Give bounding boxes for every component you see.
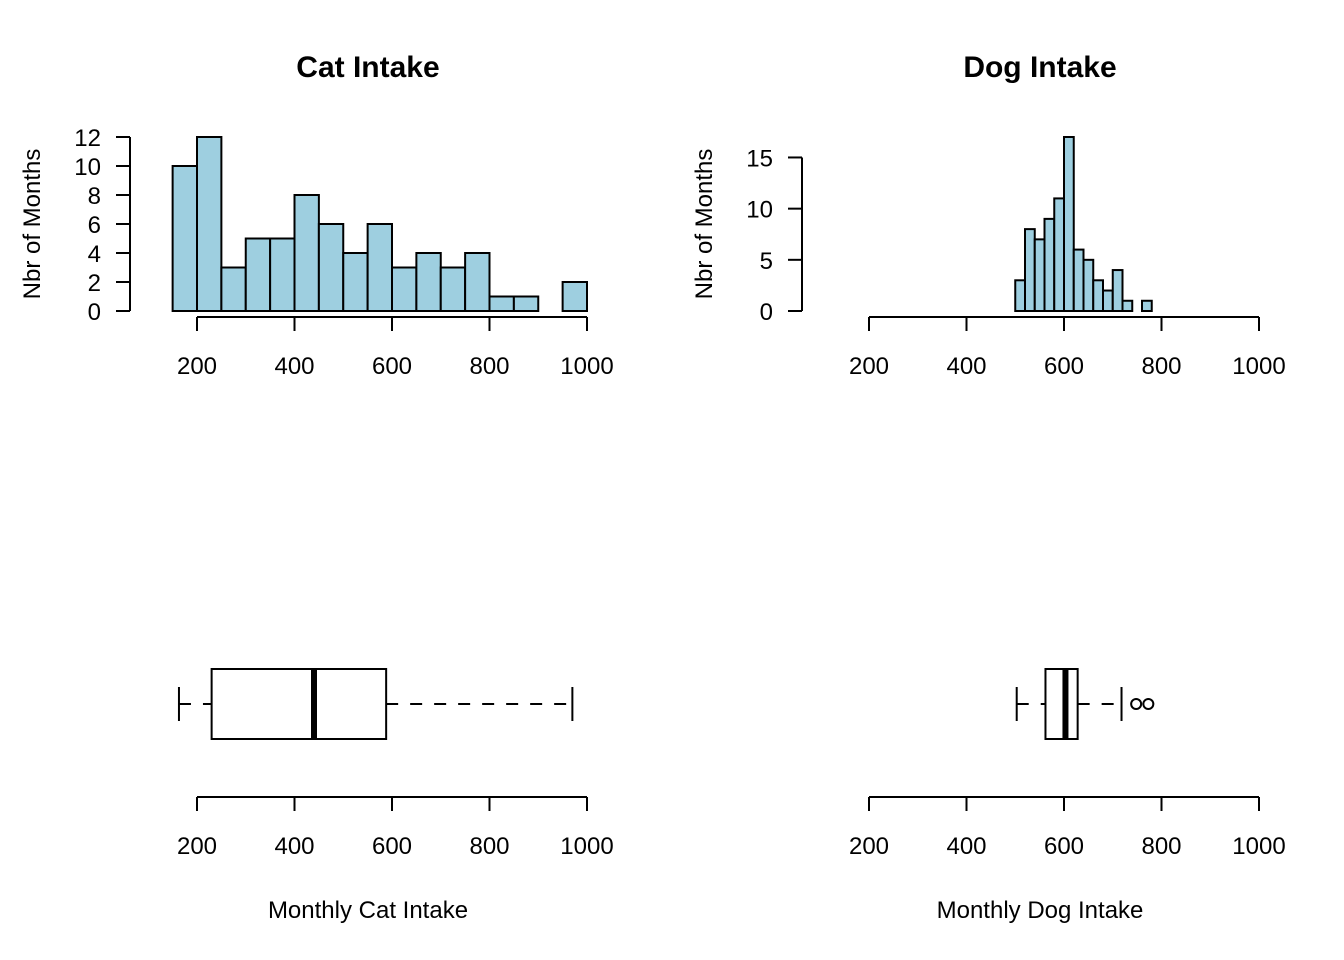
dog-histogram-bar (1102, 289, 1114, 313)
dog-boxplot-marks (1015, 668, 1155, 740)
dog-histogram-y-tick-label: 5 (760, 248, 773, 275)
cat-histogram-bar (366, 223, 393, 312)
dog-boxplot-x-tick-label: 400 (946, 833, 986, 860)
cat-boxplot-x-axis: 200 400 600 800 1000 (177, 796, 614, 860)
cat-boxplot-x-tick-label: 800 (469, 833, 509, 860)
cat-histogram-bar (317, 223, 345, 312)
dog-histogram-bars (1014, 136, 1153, 313)
cat-histogram-y-tick-label: 12 (74, 125, 101, 152)
cat-histogram-y-tick-label: 0 (88, 299, 101, 326)
cat-histogram-ylabel: Nbr of Months (19, 149, 46, 300)
cat-boxplot-panel: 200 400 600 800 1000 Monthly Cat Intake (177, 668, 614, 924)
dog-histogram-x-tick-label: 600 (1044, 353, 1084, 380)
cat-boxplot-x-tick-label: 1000 (560, 833, 613, 860)
dog-histogram-ylabel: Nbr of Months (691, 149, 718, 300)
dog-histogram-bar (1092, 279, 1104, 313)
dog-boxplot-x-tick-label: 200 (849, 833, 889, 860)
dog-histogram-x-tick-label: 200 (849, 353, 889, 380)
cat-histogram-bar (464, 252, 491, 312)
cat-histogram-bar (342, 252, 369, 312)
dog-histogram-bar (1082, 258, 1095, 312)
dog-boxplot-x-tick-label: 800 (1141, 833, 1181, 860)
cat-histogram-x-tick-label: 800 (469, 353, 509, 380)
cat-boxplot-marks (177, 668, 574, 740)
dog-histogram-bar (1043, 217, 1056, 312)
dog-histogram-bar (1024, 228, 1036, 312)
cat-histogram-y-tick-label: 6 (88, 212, 101, 239)
cat-boxplot-x-tick-label: 400 (274, 833, 314, 860)
cat-histogram-x-tick-label: 600 (372, 353, 412, 380)
cat-histogram-title: Cat Intake (296, 51, 439, 84)
cat-histogram-x-tick-label: 400 (274, 353, 314, 380)
dog-histogram-x-tick-label: 1000 (1232, 353, 1285, 380)
dog-boxplot-x-tick-label: 600 (1044, 833, 1084, 860)
cat-histogram-bar (391, 266, 418, 312)
dog-histogram-bar (1072, 248, 1085, 313)
dog-boxplot-x-tick-label: 1000 (1232, 833, 1285, 860)
cat-histogram-bar (196, 136, 223, 312)
dog-boxplot-box (1044, 668, 1079, 740)
dog-histogram-y-tick-label: 0 (760, 299, 773, 326)
dog-histogram-y-axis: 0 5 10 15 (746, 145, 803, 326)
cat-histogram-bars (171, 136, 588, 312)
dog-histogram-x-tick-label: 800 (1141, 353, 1181, 380)
dog-histogram-bar (1121, 299, 1134, 313)
cat-histogram-bar (561, 281, 588, 312)
cat-boxplot-x-tick-label: 600 (372, 833, 412, 860)
dog-histogram-bar (1014, 279, 1026, 313)
dog-boxplot-xlabel: Monthly Dog Intake (937, 897, 1144, 924)
cat-histogram-bar (488, 295, 515, 312)
dog-histogram-bar (1063, 136, 1075, 312)
cat-histogram-x-tick-label: 200 (177, 353, 217, 380)
cat-histogram-bar (293, 194, 320, 312)
cat-histogram-bar (439, 266, 467, 312)
dog-histogram-bar (1053, 197, 1065, 312)
cat-histogram-bar (512, 295, 540, 312)
cat-histogram-y-tick-label: 10 (74, 154, 101, 181)
dog-boxplot-outlier-point (1130, 698, 1143, 710)
dog-histogram-y-tick-label: 15 (746, 145, 773, 172)
dog-histogram-panel: Dog Intake Nbr of Months 0 5 10 15 200 400 60… (691, 51, 1286, 380)
cat-boxplot-box (210, 668, 388, 740)
cat-boxplot-xlabel: Monthly Cat Intake (268, 897, 468, 924)
dog-histogram-x-axis: 200 400 600 800 1000 (849, 316, 1286, 380)
dog-histogram-y-tick-label: 10 (746, 197, 773, 224)
cat-histogram-bar (269, 237, 296, 312)
dog-histogram-title: Dog Intake (963, 51, 1116, 84)
dog-boxplot-panel: 200 400 600 800 1000 Monthly Dog Intake (849, 668, 1286, 924)
dog-boxplot-x-axis: 200 400 600 800 1000 (849, 796, 1286, 860)
cat-histogram-y-tick-label: 2 (88, 270, 101, 297)
cat-histogram-bar (415, 252, 442, 312)
cat-boxplot-x-tick-label: 200 (177, 833, 217, 860)
cat-histogram-bar (171, 165, 198, 312)
cat-histogram-x-axis: 200 400 600 800 1000 (177, 316, 614, 380)
dog-histogram-bar (1033, 238, 1046, 312)
cat-histogram-y-tick-label: 4 (88, 241, 101, 268)
cat-histogram-bar (220, 266, 247, 312)
dog-boxplot-outlier-point (1142, 698, 1155, 710)
cat-histogram-x-tick-label: 1000 (560, 353, 613, 380)
cat-histogram-bar (244, 237, 272, 312)
dog-histogram-bar (1141, 299, 1153, 313)
dog-histogram-bar (1111, 269, 1124, 313)
cat-histogram-y-tick-label: 8 (88, 183, 101, 210)
dog-histogram-x-tick-label: 400 (946, 353, 986, 380)
